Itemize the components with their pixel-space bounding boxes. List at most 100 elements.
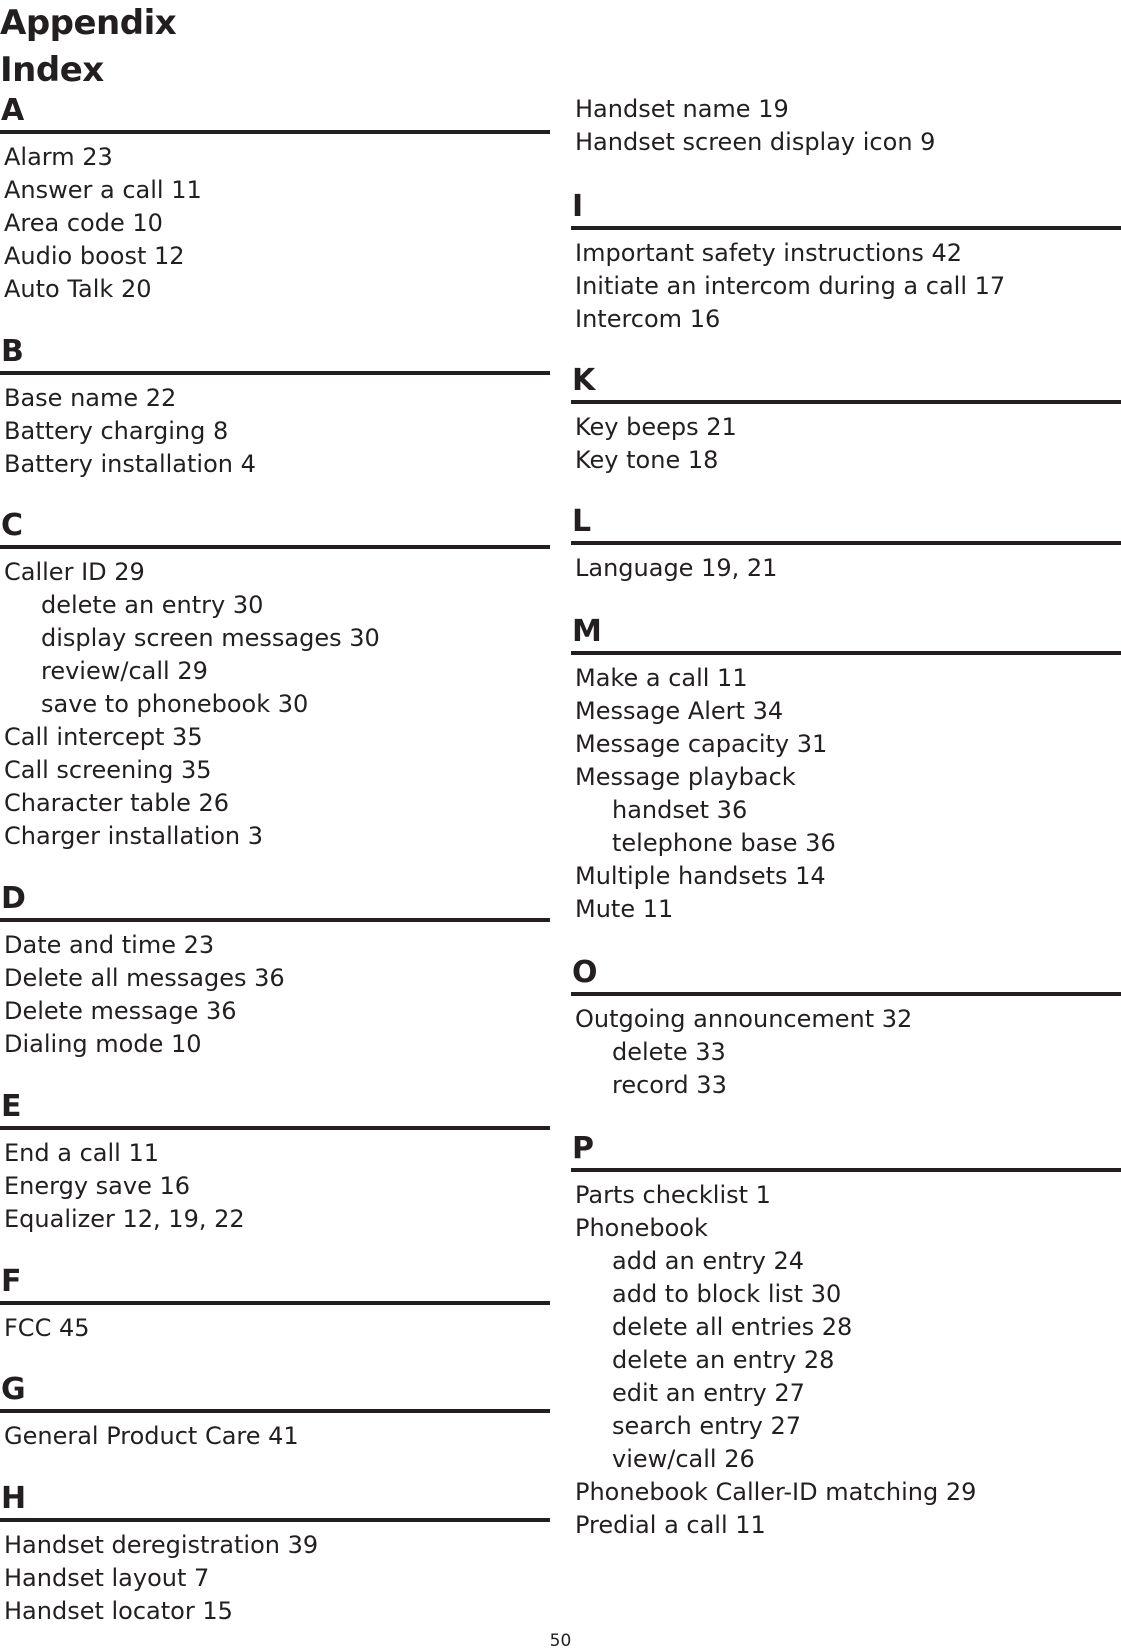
- index-section-f: F FCC 45: [0, 1265, 550, 1345]
- section-divider: [0, 1518, 550, 1522]
- section-entries: General Product Care 41: [0, 1420, 550, 1453]
- index-section-d: D Date and time 23 Delete all messages 36 D…: [0, 882, 550, 1061]
- index-section-m: M Make a call 11 Message Alert 34 Message c…: [571, 615, 1121, 926]
- section-divider: [0, 1126, 550, 1130]
- section-divider: [0, 918, 550, 922]
- section-entries: Important safety instructions 42 Initiate…: [571, 237, 1121, 336]
- section-letter: G: [1, 1372, 26, 1407]
- section-divider: [571, 226, 1121, 230]
- section-divider: [0, 1301, 550, 1305]
- index-entry: Key beeps 21: [575, 413, 737, 441]
- index-subentry: add to block list 30: [612, 1280, 842, 1308]
- index-entry: Auto Talk 20: [4, 275, 152, 303]
- section-entries: Key beeps 21 Key tone 18: [571, 411, 1121, 477]
- index-entry: Key tone 18: [575, 446, 719, 474]
- section-letter: O: [572, 955, 598, 990]
- section-divider: [571, 541, 1121, 545]
- index-section-a: A Alarm 23 Answer a call 11 Area code 10 Aud…: [0, 94, 550, 306]
- index-entry: Audio boost 12: [4, 242, 185, 270]
- page-header: Appendix Index: [0, 0, 540, 94]
- index-subentry: add an entry 24: [612, 1247, 804, 1275]
- index-entry: Handset layout 7: [4, 1564, 210, 1592]
- index-entry: Character table 26: [4, 789, 230, 817]
- index-entry: Handset locator 15: [4, 1597, 233, 1625]
- index-subentry: view/call 26: [612, 1445, 755, 1473]
- index-subentry: delete an entry 30: [41, 591, 264, 619]
- index-section-h: H Handset deregistration 39 Handset layout…: [0, 1482, 550, 1628]
- index-entry: Energy save 16: [4, 1172, 190, 1200]
- index-entry: Battery charging 8: [4, 417, 229, 445]
- index-section-g: G General Product Care 41: [0, 1373, 550, 1453]
- index-subentry: edit an entry 27: [612, 1379, 805, 1407]
- section-letter: M: [572, 614, 602, 649]
- section-letter: P: [572, 1131, 594, 1166]
- section-letter: D: [1, 881, 26, 916]
- index-entry: Date and time 23: [4, 931, 215, 959]
- index-entry: Important safety instructions 42: [575, 239, 962, 267]
- index-entry: Message playback: [575, 763, 796, 791]
- section-letter: K: [572, 363, 596, 398]
- section-divider: [0, 545, 550, 549]
- index-entry: Phonebook: [575, 1214, 708, 1242]
- index-entry: Handset name 19: [575, 95, 789, 123]
- index-subentry: search entry 27: [612, 1412, 801, 1440]
- index-entry: Caller ID 29: [4, 558, 145, 586]
- index-entry: Intercom 16: [575, 305, 721, 333]
- index-entry: Delete message 36: [4, 997, 237, 1025]
- section-letter: E: [1, 1089, 22, 1124]
- index-subentry: save to phonebook 30: [41, 690, 309, 718]
- index-section-l: L Language 19, 21: [571, 505, 1121, 585]
- index-subentry: telephone base 36: [612, 829, 836, 857]
- index-section-i: I Important safety instructions 42 Initiat…: [571, 190, 1121, 336]
- index-entry: Call screening 35: [4, 756, 212, 784]
- section-letter: B: [1, 334, 24, 369]
- section-entries: Caller ID 29 delete an entry 30 display sc…: [0, 556, 550, 853]
- index-entry: Area code 10: [4, 209, 163, 237]
- index-entry: Handset deregistration 39: [4, 1531, 319, 1559]
- index-entry: Phonebook Caller-ID matching 29: [575, 1478, 977, 1506]
- index-entry: Call intercept 35: [4, 723, 203, 751]
- section-divider: [571, 1168, 1121, 1172]
- index-section-p: P Parts checklist 1 Phonebook add an entry …: [571, 1132, 1121, 1542]
- section-entries: FCC 45: [0, 1312, 550, 1345]
- section-letter: H: [1, 1481, 27, 1516]
- index-entry: Answer a call 11: [4, 176, 202, 204]
- index-section-o: O Outgoing announcement 32 delete 33 record…: [571, 956, 1121, 1102]
- index-subentry: display screen messages 30: [41, 624, 380, 652]
- index-entry: Message capacity 31: [575, 730, 828, 758]
- section-divider: [571, 992, 1121, 996]
- section-letter: A: [1, 93, 25, 128]
- index-entry: Equalizer 12, 19, 22: [4, 1205, 245, 1233]
- index-subentry: record 33: [612, 1071, 727, 1099]
- page-title: Appendix: [0, 3, 177, 43]
- index-entry: Make a call 11: [575, 664, 748, 692]
- page-number: 50: [549, 1631, 572, 1651]
- section-letter: I: [572, 189, 584, 224]
- section-divider: [0, 371, 550, 375]
- index-entry: Alarm 23: [4, 143, 113, 171]
- section-entries: Make a call 11 Message Alert 34 Message ca…: [571, 662, 1121, 926]
- section-divider: [571, 400, 1121, 404]
- section-entries: Date and time 23 Delete all messages 36 De…: [0, 929, 550, 1061]
- index-section-e: E End a call 11 Energy save 16 Equalizer 12…: [0, 1090, 550, 1236]
- index-entry: Dialing mode 10: [4, 1030, 202, 1058]
- section-entries: Parts checklist 1 Phonebook add an entry 2…: [571, 1179, 1121, 1542]
- index-section-k: K Key beeps 21 Key tone 18: [571, 364, 1121, 477]
- index-entry: Message Alert 34: [575, 697, 784, 725]
- section-divider: [0, 130, 550, 134]
- index-section-b: B Base name 22 Battery charging 8 Battery i…: [0, 335, 550, 481]
- section-entries: End a call 11 Energy save 16 Equalizer 12,…: [0, 1137, 550, 1236]
- page-subtitle: Index: [0, 50, 104, 90]
- index-entry: Mute 11: [575, 895, 674, 923]
- section-entries: Base name 22 Battery charging 8 Battery in…: [0, 382, 550, 481]
- section-entries: Handset deregistration 39 Handset layout …: [0, 1529, 550, 1628]
- section-divider: [0, 1409, 550, 1413]
- index-subentry: delete an entry 28: [612, 1346, 835, 1374]
- section-letter: F: [1, 1264, 22, 1299]
- index-entry: General Product Care 41: [4, 1422, 299, 1450]
- index-entry: Initiate an intercom during a call 17: [575, 272, 1006, 300]
- index-entry: Base name 22: [4, 384, 177, 412]
- section-letter: L: [572, 504, 592, 539]
- section-entries: Language 19, 21: [571, 552, 1121, 585]
- index-entry: Handset screen display icon 9: [575, 128, 936, 156]
